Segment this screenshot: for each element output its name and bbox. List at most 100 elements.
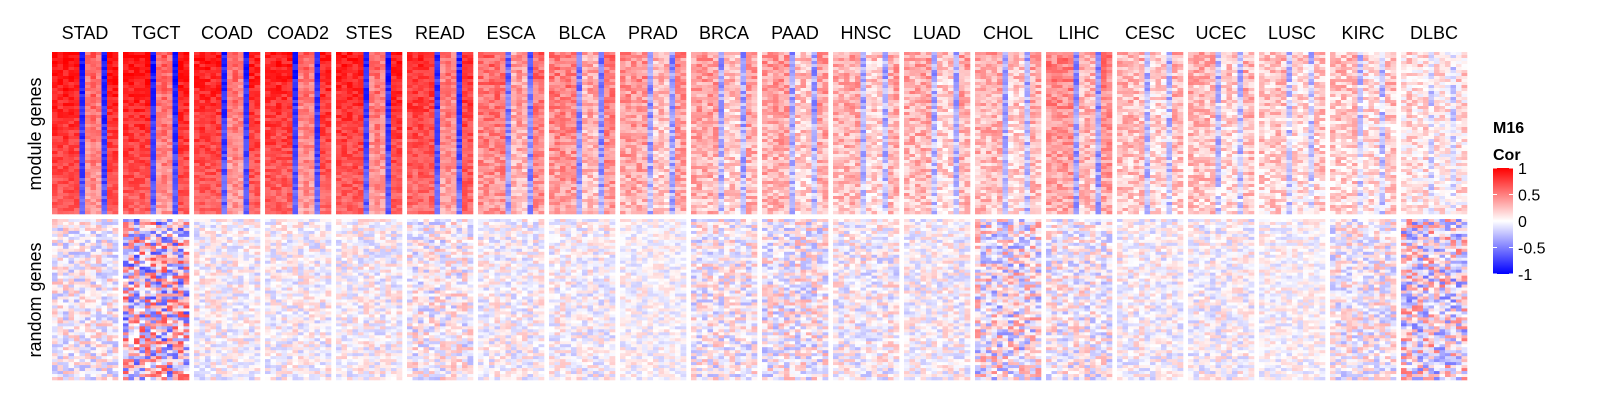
heatmap-cell <box>90 365 97 369</box>
heatmap-cell <box>221 70 228 74</box>
heatmap-cell <box>320 296 326 300</box>
heatmap-cell <box>254 88 261 92</box>
heatmap-cell <box>281 184 288 188</box>
heatmap-cell <box>79 338 86 342</box>
heatmap-cell <box>309 302 315 306</box>
heatmap-cell <box>309 323 315 327</box>
heatmap-cell <box>74 308 80 312</box>
heatmap-cell <box>298 73 304 77</box>
heatmap-cell <box>238 359 244 363</box>
heatmap-cell <box>325 196 332 200</box>
heatmap-cell <box>199 341 206 345</box>
heatmap-cell <box>128 368 135 372</box>
heatmap-cell <box>101 163 108 167</box>
heatmap-cell <box>145 320 151 324</box>
heatmap-cell <box>139 329 146 333</box>
heatmap-cell <box>238 205 244 209</box>
heatmap-cell <box>139 97 146 101</box>
heatmap-cell <box>90 317 97 321</box>
heatmap-cell <box>320 199 326 203</box>
heatmap-cell <box>232 64 239 68</box>
heatmap-cell <box>68 106 75 110</box>
heatmap-cell <box>101 227 108 232</box>
heatmap-cell <box>52 341 58 345</box>
heatmap-cell <box>79 341 86 345</box>
heatmap-cell <box>183 91 190 95</box>
heatmap-cell <box>227 230 233 235</box>
heatmap-cell <box>107 145 113 149</box>
heatmap-cell <box>79 219 86 223</box>
heatmap-cell <box>156 302 162 306</box>
heatmap-cell <box>276 224 282 229</box>
heatmap-cell <box>172 118 179 122</box>
heatmap-cell <box>309 181 315 185</box>
heatmap-cell <box>145 224 151 229</box>
heatmap-cell <box>96 278 102 282</box>
heatmap-cell <box>107 55 113 59</box>
heatmap-cell <box>243 88 250 92</box>
heatmap-cell <box>276 145 282 149</box>
heatmap-cell <box>287 130 293 134</box>
heatmap-cell <box>303 67 310 71</box>
heatmap-cell <box>249 284 255 288</box>
heatmap-cell <box>178 353 184 357</box>
heatmap-cell <box>254 154 261 158</box>
heatmap-cell <box>90 130 97 134</box>
column-label-brca: BRCA <box>699 23 749 43</box>
heatmap-cell <box>112 127 119 131</box>
heatmap-cell <box>238 242 244 247</box>
heatmap-cell <box>172 374 179 378</box>
heatmap-cell <box>309 287 315 291</box>
heatmap-cell <box>325 157 332 161</box>
heatmap-cell <box>183 227 190 232</box>
heatmap-cell <box>309 236 315 241</box>
heatmap-cell <box>57 79 64 83</box>
heatmap-cell <box>52 224 58 229</box>
heatmap-cell <box>57 187 64 191</box>
column-label-lusc: LUSC <box>1268 23 1316 43</box>
heatmap-cell <box>167 196 173 200</box>
heatmap-cell <box>303 178 310 182</box>
heatmap-cell <box>139 221 146 226</box>
heatmap-cell <box>281 311 288 315</box>
heatmap-cell <box>205 64 211 68</box>
heatmap-cell <box>292 230 299 235</box>
heatmap-cell <box>249 166 255 170</box>
heatmap-cell <box>199 305 206 309</box>
heatmap-cell <box>161 368 168 372</box>
heatmap-cell <box>238 130 244 134</box>
heatmap-cell <box>249 299 255 303</box>
heatmap-cell <box>238 133 244 137</box>
heatmap-cell <box>112 353 119 357</box>
heatmap-cell <box>314 199 321 203</box>
heatmap-cell <box>216 242 222 247</box>
heatmap-cell <box>68 211 75 215</box>
heatmap-cell <box>90 169 97 173</box>
heatmap-cell <box>172 269 179 273</box>
heatmap-cell <box>287 160 293 164</box>
heatmap-cell <box>243 58 250 62</box>
heatmap-cell <box>243 266 250 270</box>
heatmap-cell <box>270 52 277 56</box>
heatmap-cell <box>79 227 86 232</box>
heatmap-cell <box>320 299 326 303</box>
heatmap-cell <box>85 272 91 276</box>
heatmap-cell <box>265 230 271 235</box>
heatmap-cell <box>107 353 113 357</box>
heatmap-cell <box>265 178 271 182</box>
heatmap-cell <box>325 320 332 324</box>
heatmap-cell <box>287 148 293 152</box>
heatmap-cell <box>139 64 146 68</box>
heatmap-cell <box>63 377 69 381</box>
heatmap-cell <box>150 181 157 185</box>
heatmap-cell <box>139 227 146 232</box>
heatmap-cell <box>216 284 222 288</box>
heatmap-cell <box>276 314 282 318</box>
heatmap-cell <box>134 305 140 309</box>
heatmap-cell <box>221 88 228 92</box>
heatmap-cell <box>101 181 108 185</box>
heatmap-cell <box>281 157 288 161</box>
heatmap-cell <box>96 154 102 158</box>
heatmap-cell <box>249 305 255 309</box>
